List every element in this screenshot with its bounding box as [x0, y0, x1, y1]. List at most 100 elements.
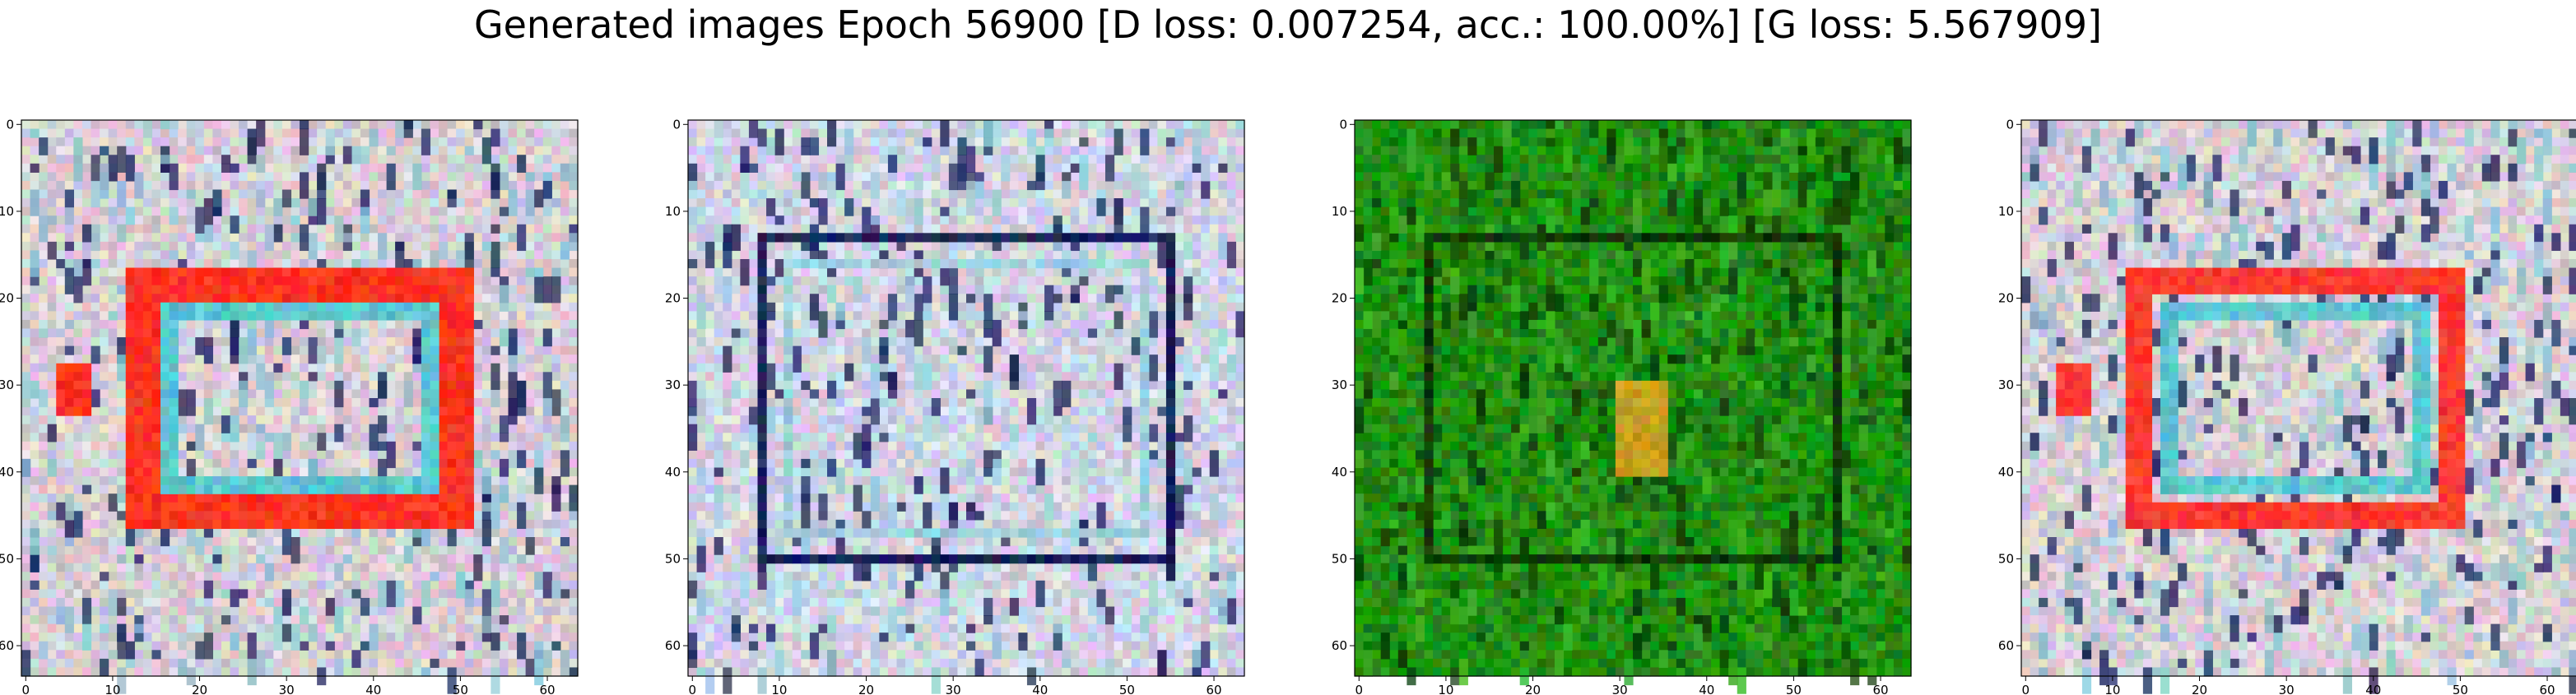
image-pixel: [100, 225, 109, 234]
image-pixel: [560, 146, 570, 155]
image-pixel: [491, 311, 500, 320]
image-pixel: [309, 259, 318, 268]
image-pixel: [543, 259, 552, 268]
image-pixel: [491, 337, 500, 346]
image-pixel: [221, 120, 230, 129]
image-pixel: [395, 337, 404, 346]
image-pixel: [395, 415, 404, 424]
image-pixel: [30, 215, 40, 225]
image-pixel: [395, 442, 404, 451]
image-pixel: [551, 424, 560, 433]
image-pixel: [48, 164, 57, 173]
image-pixel: [73, 233, 82, 242]
image-pixel: [195, 320, 204, 329]
image-pixel: [73, 225, 82, 234]
image-pixel: [256, 389, 265, 398]
image-pixel: [82, 311, 91, 320]
image-pixel: [370, 337, 379, 346]
image-pixel: [309, 407, 318, 416]
image-pixel: [482, 381, 491, 390]
image-pixel: [187, 250, 196, 259]
image-pixel: [273, 155, 282, 164]
image-pixel: [482, 346, 491, 355]
image-pixel: [560, 259, 570, 268]
image-pixel: [378, 259, 387, 268]
image-pixel: [56, 424, 65, 433]
image-pixel: [82, 137, 91, 146]
image-pixel: [343, 407, 352, 416]
image-pixel: [151, 250, 160, 259]
image-pixel: [534, 311, 543, 320]
image-pixel: [117, 215, 126, 225]
image-pixel: [187, 259, 196, 268]
image-pixel: [473, 303, 482, 312]
image-pixel: [395, 459, 404, 468]
image-pixel: [456, 120, 465, 129]
image-pixel: [282, 407, 291, 416]
image-pixel: [534, 164, 543, 173]
image-pixel: [517, 364, 526, 373]
image-pixel: [412, 424, 421, 433]
image-pixel: [439, 181, 448, 190]
image-pixel: [500, 215, 509, 225]
image-pixel: [482, 294, 491, 303]
image-pixel: [509, 164, 518, 173]
image-pixel: [370, 364, 379, 373]
image-pixel: [30, 468, 40, 477]
image-pixel: [404, 207, 413, 216]
image-pixel: [256, 354, 265, 364]
image-pixel: [509, 172, 518, 181]
image-pixel: [404, 198, 413, 207]
image-pixel: [282, 120, 291, 129]
image-pixel: [412, 129, 421, 138]
image-pixel: [430, 129, 439, 138]
image-pixel: [360, 242, 370, 251]
image-pixel: [187, 207, 196, 216]
image-pixel: [291, 146, 300, 155]
image-pixel: [543, 242, 552, 251]
image-pixel: [65, 303, 74, 312]
image-pixel: [465, 190, 474, 199]
image-pixel: [212, 372, 221, 381]
image-pixel: [395, 424, 404, 433]
image-pixel: [256, 415, 265, 424]
image-pixel: [370, 207, 379, 216]
image-pixel: [109, 424, 118, 433]
image-pixel: [439, 155, 448, 164]
image-pixel: [239, 198, 248, 207]
image-pixel: [82, 181, 91, 190]
image-pixel: [482, 215, 491, 225]
image-pixel: [482, 303, 491, 312]
image-pixel: [100, 389, 109, 398]
image-pixel: [109, 215, 118, 225]
image-pixel: [143, 198, 152, 207]
image-pixel: [48, 233, 57, 242]
image-pixel: [39, 311, 48, 320]
image-pixel: [430, 181, 439, 190]
image-pixel: [526, 364, 535, 373]
image-pixel: [421, 190, 430, 199]
image-pixel: [56, 303, 65, 312]
image-pixel: [160, 172, 170, 181]
image-pixel: [170, 198, 179, 207]
image-pixel: [212, 259, 221, 268]
image-pixel: [73, 346, 82, 355]
image-pixel: [178, 442, 187, 451]
image-pixel: [543, 225, 552, 234]
image-pixel: [151, 207, 160, 216]
image-pixel: [343, 215, 352, 225]
image-pixel: [265, 215, 274, 225]
image-pixel: [491, 294, 500, 303]
image-pixel: [178, 250, 187, 259]
image-pixel: [73, 424, 82, 433]
image-pixel: [517, 190, 526, 199]
image-pixel: [109, 346, 118, 355]
image-pixel: [509, 155, 518, 164]
image-pixel: [212, 415, 221, 424]
image-pixel: [491, 207, 500, 216]
image-pixel: [39, 372, 48, 381]
image-pixel: [239, 364, 248, 373]
image-pixel: [48, 346, 57, 355]
image-pixel: [291, 320, 300, 329]
image-pixel: [117, 276, 126, 285]
